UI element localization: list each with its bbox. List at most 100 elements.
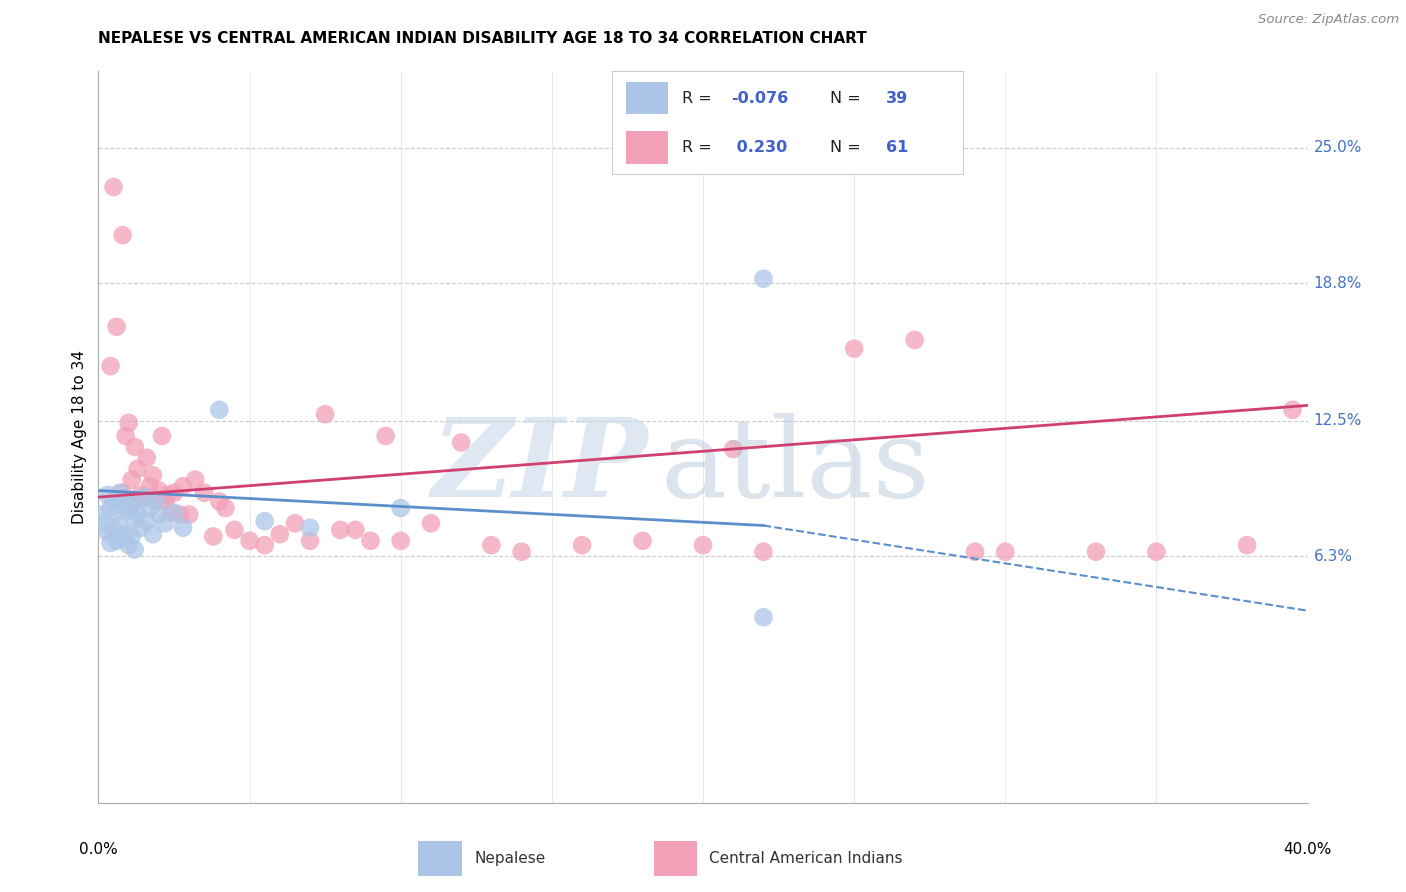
Text: 6.3%: 6.3% — [1313, 549, 1353, 564]
Point — [177, 508, 201, 522]
Point — [135, 514, 157, 528]
Point — [239, 533, 262, 548]
Text: Source: ZipAtlas.com: Source: ZipAtlas.com — [1258, 13, 1399, 27]
Point — [360, 533, 382, 548]
Point — [752, 610, 775, 624]
Point — [142, 527, 165, 541]
Point — [904, 333, 927, 347]
Point — [163, 485, 186, 500]
Point — [145, 494, 167, 508]
Point — [314, 407, 336, 421]
Point — [169, 508, 191, 522]
Point — [269, 527, 291, 541]
Point — [129, 521, 152, 535]
Point — [127, 461, 149, 475]
Point — [153, 516, 176, 531]
Point — [510, 545, 533, 559]
Point — [156, 488, 179, 502]
Text: 0.230: 0.230 — [731, 140, 787, 155]
Point — [108, 485, 131, 500]
Point — [127, 505, 149, 519]
Text: 61: 61 — [886, 140, 908, 155]
Point — [329, 523, 352, 537]
Bar — [626, 131, 668, 163]
Point — [160, 505, 183, 519]
Point — [193, 485, 215, 500]
Point — [344, 523, 367, 537]
Point — [253, 514, 276, 528]
Point — [121, 473, 143, 487]
Point — [1281, 402, 1303, 417]
Text: N =: N = — [830, 140, 866, 155]
Point — [224, 523, 246, 537]
Point — [752, 272, 775, 286]
Point — [111, 499, 134, 513]
Point — [114, 527, 136, 541]
Point — [299, 521, 322, 535]
Point — [124, 440, 146, 454]
Point — [100, 536, 122, 550]
Point — [148, 508, 170, 522]
Point — [163, 505, 186, 519]
Text: 25.0%: 25.0% — [1313, 140, 1362, 155]
Point — [103, 494, 125, 508]
Point — [118, 538, 141, 552]
Point — [299, 533, 322, 548]
Text: NEPALESE VS CENTRAL AMERICAN INDIAN DISABILITY AGE 18 TO 34 CORRELATION CHART: NEPALESE VS CENTRAL AMERICAN INDIAN DISA… — [98, 31, 868, 46]
Point — [96, 524, 118, 539]
Point — [105, 319, 128, 334]
Point — [114, 492, 136, 507]
Point — [571, 538, 593, 552]
Point — [1085, 545, 1108, 559]
Point — [132, 490, 155, 504]
Point — [148, 483, 170, 498]
Point — [111, 228, 134, 243]
Text: ZIP: ZIP — [432, 413, 648, 520]
Point — [105, 505, 128, 519]
Point — [103, 180, 125, 194]
Point — [374, 429, 396, 443]
Point — [172, 521, 194, 535]
Point — [284, 516, 307, 531]
Point — [129, 488, 152, 502]
Point — [214, 501, 236, 516]
Point — [124, 542, 146, 557]
Point — [103, 523, 125, 537]
Point — [135, 450, 157, 465]
Point — [253, 538, 276, 552]
Text: N =: N = — [830, 90, 866, 105]
Point — [208, 494, 231, 508]
Point — [1144, 545, 1167, 559]
Bar — [419, 841, 461, 876]
Point — [118, 416, 141, 430]
Text: atlas: atlas — [661, 413, 931, 520]
Point — [389, 533, 412, 548]
Text: -0.076: -0.076 — [731, 90, 789, 105]
Point — [389, 501, 412, 516]
Point — [111, 532, 134, 546]
Point — [142, 468, 165, 483]
Text: 39: 39 — [886, 90, 908, 105]
Point — [150, 429, 173, 443]
Bar — [626, 81, 668, 114]
Point — [93, 516, 115, 531]
Text: 40.0%: 40.0% — [1284, 842, 1331, 857]
Point — [481, 538, 503, 552]
Point — [139, 501, 162, 516]
Text: 18.8%: 18.8% — [1313, 276, 1362, 291]
Point — [145, 494, 167, 508]
Point — [114, 429, 136, 443]
Y-axis label: Disability Age 18 to 34: Disability Age 18 to 34 — [72, 350, 87, 524]
Point — [111, 485, 134, 500]
Point — [96, 488, 118, 502]
Point — [994, 545, 1017, 559]
Point — [1236, 538, 1258, 552]
Point — [121, 529, 143, 543]
Point — [153, 494, 176, 508]
Point — [419, 516, 441, 531]
Point — [692, 538, 714, 552]
Point — [90, 508, 112, 522]
Text: R =: R = — [682, 140, 717, 155]
Point — [965, 545, 987, 559]
Point — [108, 494, 131, 508]
